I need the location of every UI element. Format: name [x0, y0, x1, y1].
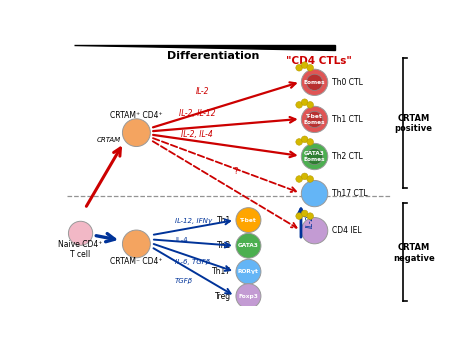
Text: Naive CD4⁺
T cell: Naive CD4⁺ T cell — [58, 239, 103, 259]
Ellipse shape — [301, 181, 328, 207]
Ellipse shape — [296, 139, 302, 145]
Ellipse shape — [307, 176, 313, 182]
Ellipse shape — [301, 210, 308, 217]
Ellipse shape — [301, 69, 328, 96]
Text: IL-2, IL-4: IL-2, IL-4 — [181, 130, 213, 139]
Text: Treg: Treg — [215, 292, 231, 301]
Text: GATA3
Eomes: GATA3 Eomes — [304, 151, 325, 162]
Text: CRTAM: CRTAM — [97, 137, 120, 143]
Text: IL-2: IL-2 — [196, 87, 209, 96]
Ellipse shape — [236, 284, 261, 309]
Text: Th1 CTL: Th1 CTL — [332, 115, 363, 124]
Ellipse shape — [236, 259, 261, 284]
Ellipse shape — [301, 62, 308, 68]
Text: ?: ? — [233, 166, 238, 175]
Text: Th2 CTL: Th2 CTL — [332, 152, 363, 161]
Ellipse shape — [68, 221, 93, 245]
Ellipse shape — [307, 213, 313, 219]
Ellipse shape — [306, 74, 323, 90]
Ellipse shape — [122, 119, 150, 147]
Text: CRTAM
negative: CRTAM negative — [393, 244, 435, 263]
Ellipse shape — [306, 148, 323, 165]
Text: Eomes: Eomes — [304, 80, 325, 85]
Text: RORγt: RORγt — [238, 269, 259, 274]
Ellipse shape — [301, 106, 328, 132]
Ellipse shape — [306, 111, 323, 128]
Text: T-bet: T-bet — [240, 217, 257, 223]
Ellipse shape — [301, 99, 308, 106]
Ellipse shape — [301, 173, 308, 180]
Ellipse shape — [296, 101, 302, 108]
Text: Th1: Th1 — [217, 216, 231, 225]
Ellipse shape — [301, 217, 328, 244]
Text: Th2: Th2 — [217, 241, 231, 250]
Text: Th0 CTL: Th0 CTL — [332, 78, 363, 87]
Ellipse shape — [307, 139, 313, 145]
Ellipse shape — [307, 101, 313, 108]
Text: T-bet
Eomes: T-bet Eomes — [304, 114, 325, 125]
Text: IL-2, IL-12: IL-2, IL-12 — [179, 109, 215, 118]
Text: IL-6, TGFβ: IL-6, TGFβ — [175, 259, 210, 265]
Text: IL-2: IL-2 — [306, 214, 315, 228]
Ellipse shape — [307, 64, 313, 71]
Polygon shape — [74, 45, 335, 50]
Ellipse shape — [236, 233, 261, 258]
Ellipse shape — [122, 230, 150, 258]
Text: Differentiation: Differentiation — [167, 51, 260, 61]
Text: GATA3: GATA3 — [238, 243, 259, 248]
Text: IL-12, IFNγ: IL-12, IFNγ — [175, 218, 212, 224]
Ellipse shape — [296, 64, 302, 71]
Text: IL-4: IL-4 — [175, 237, 188, 244]
Text: TGFβ: TGFβ — [175, 278, 193, 284]
Ellipse shape — [296, 176, 302, 182]
Ellipse shape — [236, 208, 261, 233]
Text: Th17 CTL: Th17 CTL — [332, 189, 367, 198]
Text: Th17: Th17 — [212, 267, 231, 276]
Ellipse shape — [296, 213, 302, 219]
Text: "CD4 CTLs": "CD4 CTLs" — [286, 56, 352, 66]
Ellipse shape — [301, 143, 328, 170]
Text: CRTAM⁻ CD4⁺: CRTAM⁻ CD4⁺ — [110, 257, 163, 266]
Text: CRTAM
positive: CRTAM positive — [395, 114, 433, 133]
Ellipse shape — [301, 136, 308, 142]
Text: CD4 IEL: CD4 IEL — [332, 226, 362, 235]
Text: CRTAM⁺ CD4⁺: CRTAM⁺ CD4⁺ — [110, 111, 163, 120]
Text: Foxp3: Foxp3 — [238, 293, 258, 299]
